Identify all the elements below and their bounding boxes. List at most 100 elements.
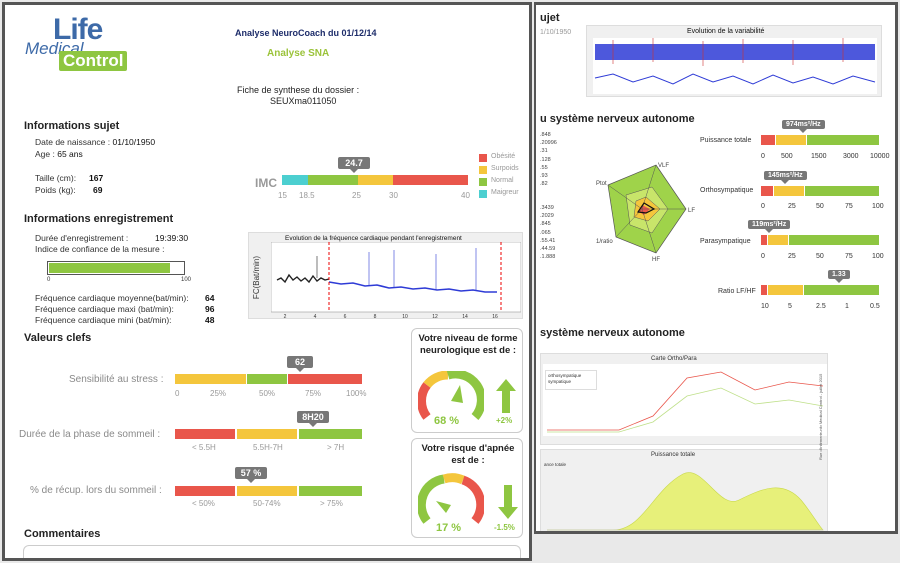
imc-tick-18: 18.5 (299, 191, 315, 200)
ratio-tick: 10 (761, 303, 769, 310)
ratio-tick: 0.5 (870, 303, 880, 310)
sleep-label: Durée de la phase de sommeil : (19, 429, 161, 440)
page2-sna-heading: u système nerveux autonome (540, 113, 695, 125)
dob-label: Date de naissance : (35, 137, 111, 147)
page2-dob: 1/10/1950 (540, 29, 572, 36)
hr-max-label: Fréquence cardiaque maxi (bat/min): (35, 304, 174, 314)
apnee-trend: -1.5% (494, 523, 515, 532)
report-title: Analyse NeuroCoach du 01/12/14 (235, 28, 377, 38)
hr-mean-label: Fréquence cardiaque moyenne(bat/min): (35, 293, 189, 303)
para-badge: 119ms²/Hz (748, 220, 791, 233)
stress-tick-50: 50% (259, 389, 276, 398)
duration-value: 19:39:30 (155, 233, 189, 243)
stress-scale (175, 374, 362, 384)
logo-word-control: Control (59, 51, 128, 71)
small-value: .2029 (540, 213, 554, 220)
confidence-label: Indice de confiance de la mesure : (35, 244, 165, 254)
ortho-line (547, 371, 824, 431)
age-value: 65 ans (57, 149, 83, 159)
report-page-1: Life Medical Control Analyse NeuroCoach … (2, 2, 532, 561)
tp-tick: 1500 (811, 153, 827, 160)
radar-label-vlf: VLF (658, 163, 669, 169)
forme-gauge-needle (451, 385, 463, 403)
total-power-label: Puissance totale (700, 137, 752, 144)
small-value: .31 (540, 148, 548, 155)
report-subtitle: Analyse SNA (267, 48, 330, 59)
sleep-tick-mid: 5.5H-7H (253, 443, 283, 452)
hr-trace-day (276, 273, 330, 284)
forme-trend: +2% (496, 416, 513, 425)
ortho-tick: 25 (788, 203, 796, 210)
stress-tick-25: 25% (210, 389, 227, 398)
dob-row: Date de naissance : 01/10/1950 (35, 137, 155, 147)
ortho-tick: 100 (872, 203, 884, 210)
confidence-tick-0: 0 (47, 277, 51, 283)
ortho-tick: 50 (816, 203, 824, 210)
age-label: Age : (35, 149, 55, 159)
total-power-area (547, 472, 824, 531)
radar-label-lf: LF (688, 208, 695, 214)
hr-mean-value: 64 (205, 293, 215, 303)
small-value: .93 (540, 173, 548, 180)
tp-tick: 10000 (870, 153, 890, 160)
legend-item-surpoids: Surpoids (479, 165, 529, 177)
hr-x-tick: 2 (284, 314, 287, 318)
dob-value: 01/10/1950 (112, 137, 156, 147)
para-tick: 100 (872, 253, 884, 260)
hr-min-label: Fréquence cardiaque mini (bat/min): (35, 315, 172, 325)
confidence-fill (49, 263, 170, 273)
radar-label-ptot: Ptot (596, 181, 607, 187)
total-power-chart: Puissance totale ance totale (540, 449, 828, 531)
report-page-2: ujet 1/10/1950 Evolution de la variabili… (534, 2, 898, 534)
small-value: .128 (540, 156, 551, 163)
recup-scale (175, 486, 362, 496)
hr-x-tick: 10 (402, 314, 408, 318)
trend-up-icon (496, 379, 516, 413)
page2-values-group-2: .3439 .2029 .845 .065 .55.41 .44.59 .1.8… (540, 204, 580, 261)
forme-card: Votre niveau de forme neurologique est d… (411, 328, 523, 433)
forme-title: Votre niveau de forme neurologique est d… (418, 333, 518, 356)
imc-scale (282, 175, 468, 185)
total-power-plot (547, 472, 824, 531)
section-title-recording: Informations enregistrement (24, 213, 174, 225)
ratio-badge: 1.33 (828, 270, 850, 283)
section-title-key-values: Valeurs clefs (24, 332, 92, 344)
ortho-para-legend: orthosympatique sympatique (545, 370, 597, 390)
radar-value-line (636, 202, 656, 214)
hr-x-tick: 14 (462, 314, 468, 318)
page2-sna-heading-2: système nerveux autonome (540, 327, 685, 339)
hr-x-tick: 16 (492, 314, 498, 318)
para-label: Parasympatique (700, 238, 751, 245)
stress-tick-75: 75% (305, 389, 322, 398)
logo-word-life: Life (53, 13, 103, 46)
ortho-tick: 75 (845, 203, 853, 210)
small-value: .44.59 (540, 246, 556, 253)
variability-chart: Evolution de la variabilité (586, 25, 882, 97)
imc-label: IMC (255, 176, 277, 190)
imc-tick-30: 30 (389, 191, 398, 200)
recup-value-badge: 57 % (235, 467, 267, 483)
file-id: SEUXma011050 (270, 96, 337, 106)
confidence-tick-100: 100 (181, 277, 192, 283)
stress-tick-100: 100% (346, 389, 367, 398)
stress-label: Sensibilité au stress : (69, 374, 164, 385)
page2-values-group-1: .848 .20996 .31 .128 .55 .93 .82 (540, 131, 580, 188)
age-row: Age : 65 ans (35, 149, 83, 159)
total-power-chart-legend: ance totale (544, 462, 567, 467)
hr-x-tick: 6 (344, 314, 347, 318)
ortho-para-title: Carte Ortho/Para (651, 356, 697, 362)
height-value: 167 (89, 173, 104, 183)
apnee-card: Votre risque d'apnée est de : 17 % -1.5% (411, 438, 523, 538)
sleep-value-badge: 8H20 (297, 411, 329, 427)
hr-max-value: 96 (205, 304, 215, 314)
total-power-chart-title: Puissance totale (651, 452, 696, 458)
legend-item-obesite: Obésité (479, 153, 529, 165)
ratio-scale (761, 285, 879, 295)
imc-tick-15: 15 (278, 191, 287, 200)
trend-down-icon (498, 485, 518, 519)
apnee-title: Votre risque d'apnée est de : (421, 443, 515, 466)
apnee-gauge-needle (436, 501, 451, 513)
heart-rate-chart: Evolution de la fréquence cardiaque pend… (248, 232, 523, 319)
sleep-scale (175, 429, 362, 439)
small-value: .82 (540, 181, 548, 188)
